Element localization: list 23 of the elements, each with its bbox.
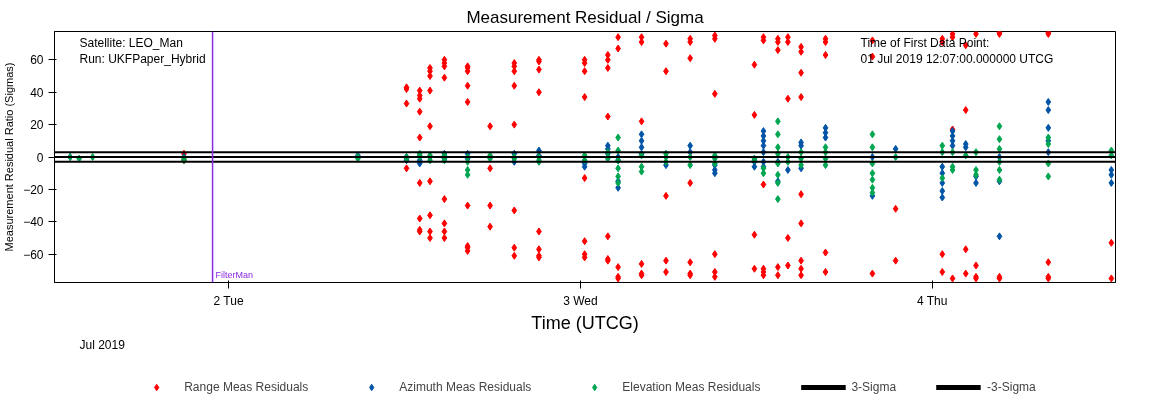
legend-label: Azimuth Meas Residuals <box>399 379 532 395</box>
text: Jul 2019 <box>79 337 126 352</box>
y-tick-label: −40 <box>23 215 44 230</box>
legend-label: Elevation Meas Residuals <box>622 379 761 395</box>
y-axis-title: Measurement Residual Ratio (Sigmas) <box>3 62 16 252</box>
y-tick-label: 60 <box>30 53 44 68</box>
legend-label: 3-Sigma <box>851 379 897 395</box>
annotation: Satellite: LEO_Man <box>79 35 183 50</box>
y-tick-label: −60 <box>23 247 44 262</box>
x-axis-title: Time (UTCG) <box>531 312 639 333</box>
x-tick-label: 3 Wed <box>563 293 598 308</box>
x-tick-label: 2 Tue <box>213 293 244 308</box>
ref-line-label: FilterMan <box>215 269 254 280</box>
y-tick-label: 40 <box>30 85 44 100</box>
y-tick-label: 20 <box>30 118 44 133</box>
annotation: Run: UKFPaper_Hybrid <box>79 51 206 66</box>
x-tick-label: 4 Thu <box>916 293 948 308</box>
chart-title: Measurement Residual / Sigma <box>466 7 705 27</box>
y-tick-label: −20 <box>23 182 44 197</box>
y-tick-label: 0 <box>36 150 44 165</box>
annotation: 01 Jul 2019 12:07:00.000000 UTCG <box>860 51 1054 66</box>
legend-label: -3-Sigma <box>987 379 1036 395</box>
legend-label: Range Meas Residuals <box>184 379 309 395</box>
